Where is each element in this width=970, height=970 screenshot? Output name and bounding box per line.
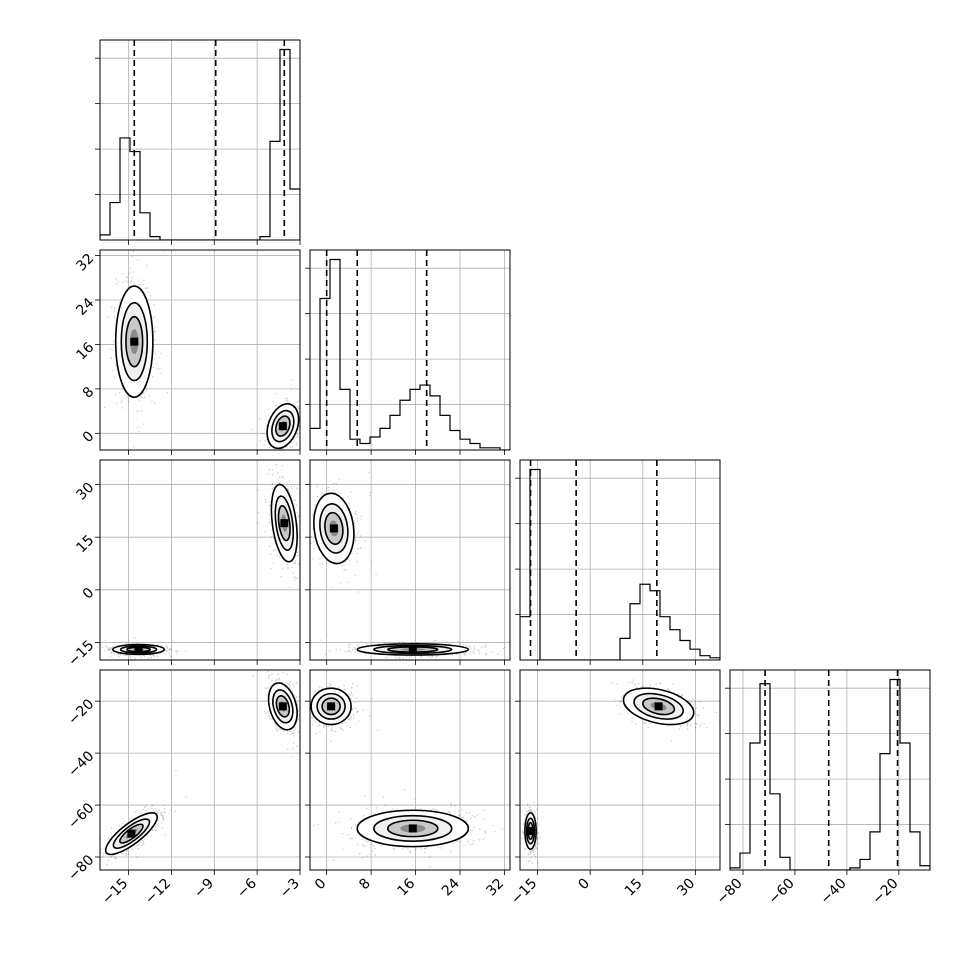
histogram-0 [100, 48, 300, 240]
density-peak [654, 702, 663, 711]
panel-frame [309, 249, 511, 451]
density-0-1 [104, 251, 300, 450]
x-tick-label: 0 [312, 876, 330, 894]
density-peak [280, 519, 289, 528]
y-tick-label: −20 [65, 696, 97, 728]
panel-frame [309, 669, 511, 871]
y-tick-label: 8 [80, 384, 98, 402]
panel-frame [309, 459, 511, 661]
density-peak [130, 337, 139, 346]
x-tick-label: 8 [356, 876, 374, 894]
panel-1-1 [305, 249, 511, 455]
panel-frame [99, 669, 301, 871]
y-tick-label: 30 [73, 480, 97, 504]
x-tick-label: −60 [766, 876, 798, 908]
x-tick-label: −15 [99, 876, 131, 908]
density-peak [278, 702, 287, 711]
x-tick-label: 24 [439, 875, 463, 899]
density-0-2 [100, 460, 300, 660]
panel-frame [99, 249, 301, 451]
y-tick-label: 0 [80, 585, 98, 603]
x-tick-label: 15 [622, 876, 646, 900]
y-tick-label: 15 [73, 532, 97, 556]
panel-1-3: 0 8 16 24 32 [305, 669, 511, 900]
x-tick-label: 0 [575, 876, 593, 894]
density-2-3 [520, 679, 720, 864]
panel-frame [729, 669, 931, 871]
panel-2-3: −15 0 15 30 [508, 669, 721, 908]
x-tick-label: −15 [508, 876, 540, 908]
density-peak [278, 422, 287, 431]
density-1-3 [310, 682, 510, 868]
y-tick-label: −40 [65, 748, 97, 780]
x-tick-label: −40 [818, 876, 850, 908]
panel-0-2: −15 0 15 30 [65, 459, 301, 670]
panel-1-2 [305, 459, 511, 665]
x-tick-label: −3 [277, 876, 303, 902]
density-peak [408, 824, 417, 833]
panel-0-1: 0 8 16 24 32 [73, 249, 301, 455]
panel-0-0 [95, 39, 301, 245]
y-tick-label: −60 [65, 800, 97, 832]
density-peak [526, 827, 535, 836]
panel-frame [519, 459, 721, 661]
panel-3-3: −80 −60 −40 −20 [714, 669, 931, 908]
histogram-3 [730, 678, 930, 870]
density-1-2 [310, 460, 506, 660]
x-tick-label: 30 [674, 876, 698, 900]
histogram-2 [520, 468, 720, 660]
x-tick-label: −12 [142, 876, 174, 908]
y-tick-label: 0 [80, 428, 98, 446]
density-0-3 [100, 670, 300, 866]
panel-frame [99, 39, 301, 241]
panel-frame [99, 459, 301, 661]
x-tick-label: 32 [483, 876, 507, 900]
histogram-1 [310, 258, 510, 450]
density-peak [134, 645, 143, 654]
x-tick-label: 16 [394, 875, 418, 899]
y-tick-label: −15 [65, 638, 97, 670]
density-peak [127, 829, 136, 838]
y-tick-label: 24 [73, 295, 97, 319]
density-peak [329, 524, 338, 533]
y-tick-label: 16 [73, 339, 97, 363]
x-tick-label: −80 [714, 876, 746, 908]
y-tick-label: −80 [65, 852, 97, 884]
panel-frame [519, 669, 721, 871]
y-tick-label: 32 [73, 251, 97, 275]
panel-2-2 [515, 459, 721, 665]
x-tick-label: −9 [191, 876, 217, 902]
panel-0-3: −15 −12 −9 −6 −3 −80 −60 −40 −20 [65, 669, 303, 908]
x-tick-label: −20 [869, 876, 901, 908]
density-peak [327, 702, 336, 711]
x-tick-label: −6 [234, 875, 260, 901]
density-peak [408, 645, 417, 654]
